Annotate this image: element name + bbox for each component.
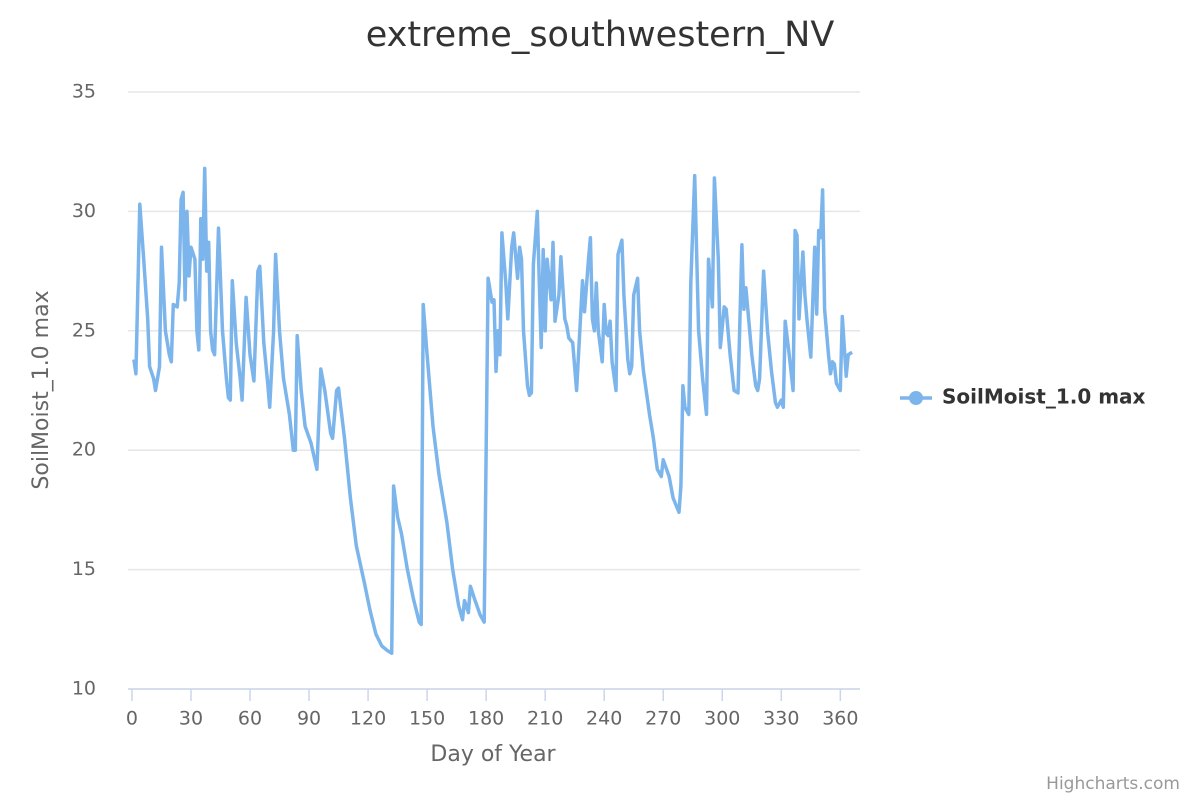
x-tick-label: 180 <box>468 708 504 730</box>
y-tick-label: 10 <box>72 678 96 700</box>
x-tick-label: 300 <box>704 708 740 730</box>
y-axis-title: SoilMoist_1.0 max <box>29 290 54 489</box>
legend-item[interactable]: SoilMoist_1.0 max <box>900 385 1146 409</box>
series-line <box>132 166 854 655</box>
y-tick-label: 35 <box>72 81 96 103</box>
y-tick-label: 20 <box>72 439 96 461</box>
x-tick-label: 330 <box>763 708 799 730</box>
y-tick-label: 30 <box>72 200 96 222</box>
x-tick-label: 60 <box>238 708 262 730</box>
y-tick-label: 25 <box>72 319 96 341</box>
x-tick-label: 0 <box>126 708 138 730</box>
y-tick-label: 15 <box>72 558 96 580</box>
x-tick-label: 240 <box>586 708 622 730</box>
chart-title: extreme_southwestern_NV <box>366 15 835 55</box>
x-tick-label: 270 <box>645 708 681 730</box>
x-tick-label: 120 <box>350 708 386 730</box>
legend-symbol-marker <box>909 391 923 405</box>
x-tick-label: 210 <box>527 708 563 730</box>
x-tick-label: 90 <box>297 708 321 730</box>
x-axis-title: Day of Year <box>430 742 556 767</box>
x-tick-label: 30 <box>179 708 203 730</box>
legend-label: SoilMoist_1.0 max <box>942 385 1146 409</box>
x-tick-label: 150 <box>409 708 445 730</box>
x-tick-label: 360 <box>822 708 858 730</box>
credits[interactable]: Highcharts.com <box>1046 774 1180 794</box>
